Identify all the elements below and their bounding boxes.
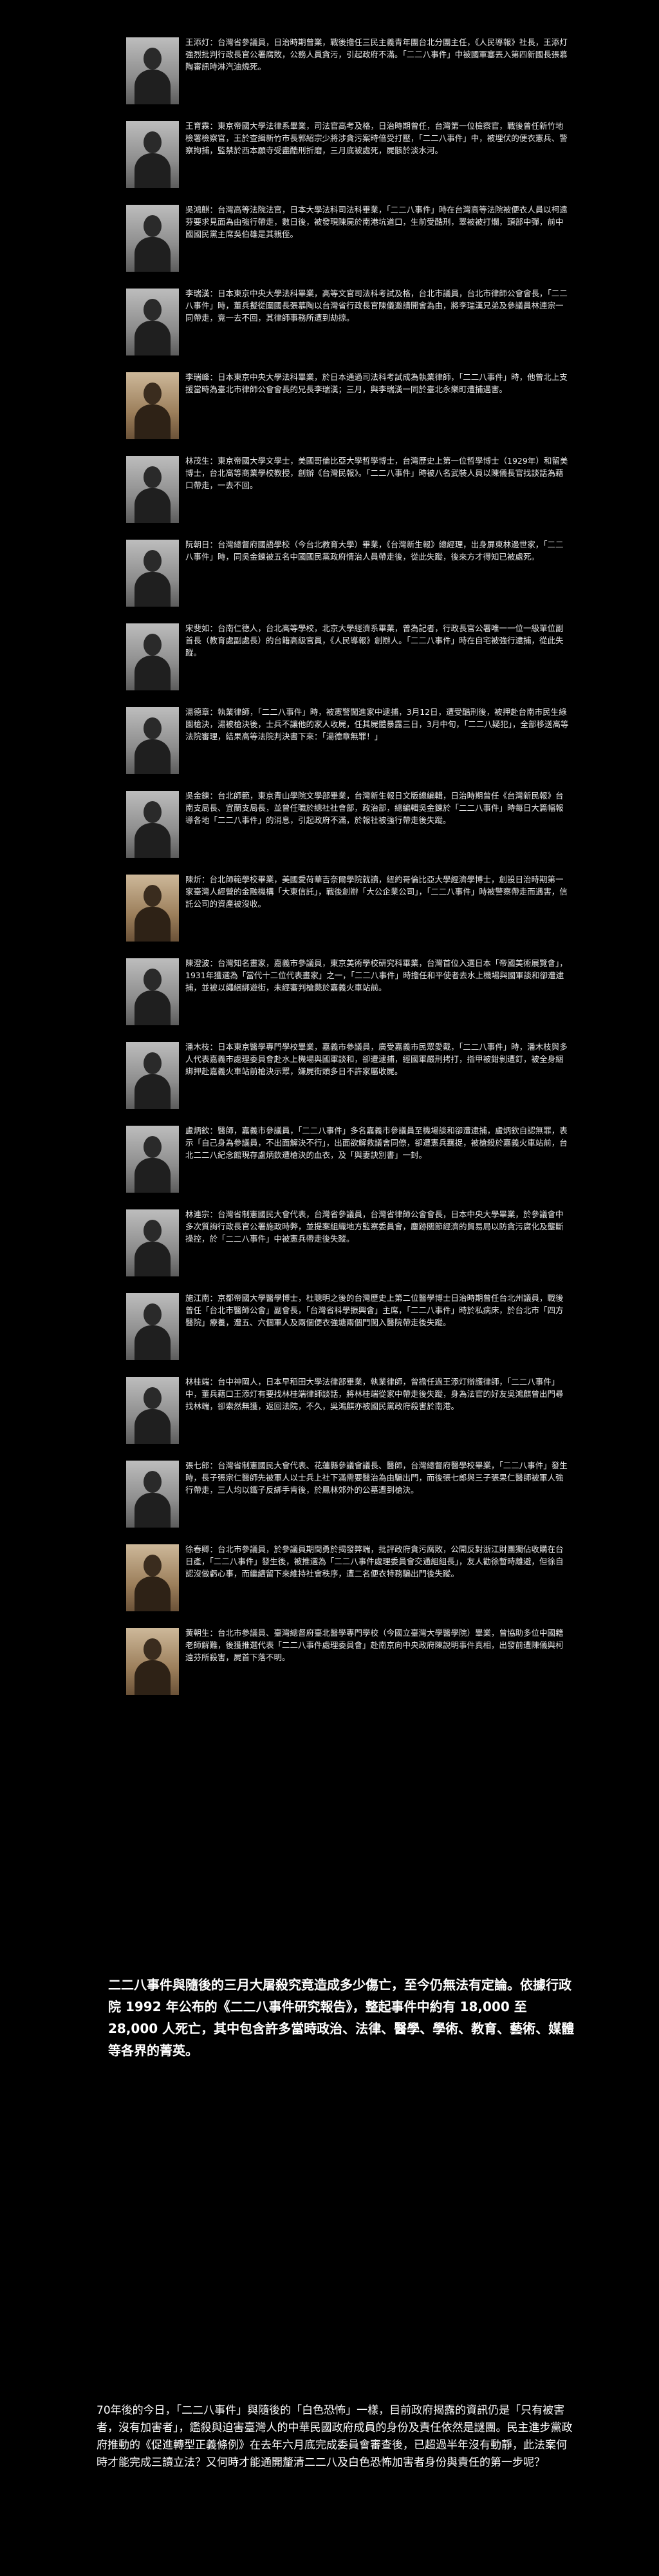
victim-entry: 徐春卿：台北市參議員，於參議員期間勇於揭發弊端，批評政府貪污腐敗，公開反對浙江財… xyxy=(126,1539,570,1623)
victim-bio: 阮朝日：台灣總督府國語學校（今台北教育大學）畢業，《台灣新生報》總經理，出身屏東… xyxy=(185,540,564,562)
victim-entry: 李瑞漢：日本東京中央大學法科畢業，高等文官司法科考試及格，台北市議員，台北市律師… xyxy=(126,283,570,367)
portrait-photo xyxy=(126,1293,179,1360)
victim-entry: 林茂生：東京帝國大學文學士，美國哥倫比亞大學哲學博士，台灣歷史上第一位哲學博士（… xyxy=(126,451,570,535)
victim-bio: 施江南：京都帝國大學醫學博士，杜聰明之後的台灣歷史上第二位醫學博士日治時期曾任台… xyxy=(185,1293,564,1327)
closing-paragraph: 70年後的今日，「二二八事件」與隨後的「白色恐怖」一樣，目前政府揭露的資訊仍是「… xyxy=(97,2404,573,2469)
portrait-photo xyxy=(126,37,179,104)
portrait-photo xyxy=(126,1126,179,1193)
victim-entry: 張七郎：台灣省制憲國民大會代表、花蓮縣參議會議長、醫師，台灣總督府醫學校畢業，「… xyxy=(126,1455,570,1539)
portrait-photo xyxy=(126,1209,179,1276)
victim-bio: 李瑞漢：日本東京中央大學法科畢業，高等文官司法科考試及格，台北市議員，台北市律師… xyxy=(185,289,568,323)
portrait-photo xyxy=(126,121,179,188)
victim-entry: 盧炳欽：醫師，嘉義市參議員，「二二八事件」多名嘉義市參議員至機場談和卻遭逮捕，盧… xyxy=(126,1121,570,1204)
portrait-photo xyxy=(126,1628,179,1695)
portrait-photo xyxy=(126,1461,179,1528)
portrait-photo xyxy=(126,791,179,858)
victim-entry: 吳鴻麒：台灣高等法院法官，日本大學法科司法科畢業，「二二八事件」時在台灣高等法院… xyxy=(126,200,570,283)
victim-entry: 阮朝日：台灣總督府國語學校（今台北教育大學）畢業，《台灣新生報》總經理，出身屏東… xyxy=(126,535,570,618)
victim-bio: 宋斐如：台南仁德人，台北高等學校，北京大學經濟系畢業，曾為記者，行政長官公署唯一… xyxy=(185,623,564,658)
portrait-photo xyxy=(126,623,179,690)
victim-bio: 盧炳欽：醫師，嘉義市參議員，「二二八事件」多名嘉義市參議員至機場談和卻遭逮捕，盧… xyxy=(185,1126,568,1160)
victim-entry: 施江南：京都帝國大學醫學博士，杜聰明之後的台灣歷史上第二位醫學博士日治時期曾任台… xyxy=(126,1288,570,1372)
victim-bio: 黃朝生：台北市參議員、臺灣總督府臺北醫學專門學校（今國立臺灣大學醫學院）畢業，曾… xyxy=(185,1628,564,1662)
victim-bio: 王育霖：東京帝國大學法律系畢業，司法官高考及格，日治時期曾任，台灣第一位檢察官，… xyxy=(185,121,568,155)
victim-entry: 林桂端：台中神岡人，日本早稻田大學法律部畢業，執業律師，曾擔任過王添灯辯護律師，… xyxy=(126,1372,570,1455)
victim-bio: 潘木枝：日本東京醫學專門學校畢業，嘉義市參議員，廣受嘉義市民眾愛戴，「二二八事件… xyxy=(185,1042,568,1076)
victim-bio: 吳鴻麒：台灣高等法院法官，日本大學法科司法科畢業，「二二八事件」時在台灣高等法院… xyxy=(185,205,568,239)
portrait-photo xyxy=(126,456,179,523)
portrait-photo xyxy=(126,707,179,774)
victim-list: 王添灯：台灣省參議員，日治時期曾業，戰後擔任三民主義青年團台北分團主任，《人民導… xyxy=(126,32,570,1707)
victim-bio: 林桂端：台中神岡人，日本早稻田大學法律部畢業，執業律師，曾擔任過王添灯辯護律師，… xyxy=(185,1377,564,1411)
portrait-photo xyxy=(126,205,179,272)
casualty-summary: 二二八事件與隨後的三月大屠殺究竟造成多少傷亡，至今仍無法有定論。依據行政院 19… xyxy=(108,1977,575,2058)
victim-entry: 陳澄波：台灣知名畫家，嘉義市參議員，東京美術學校研究科畢業，台灣首位入選日本「帝… xyxy=(126,953,570,1037)
victim-entry: 吳金鍊：台北師範，東京青山學院文學部畢業，台灣新生報日文版總編輯，日治時期曾任《… xyxy=(126,786,570,869)
victim-entry: 王育霖：東京帝國大學法律系畢業，司法官高考及格，日治時期曾任，台灣第一位檢察官，… xyxy=(126,116,570,200)
victim-entry: 林連宗：台灣省制憲國民大會代表，台灣省參議員，台灣省律師公會會長，日本中央大學畢… xyxy=(126,1204,570,1288)
victim-bio: 陳澄波：台灣知名畫家，嘉義市參議員，東京美術學校研究科畢業，台灣首位入選日本「帝… xyxy=(185,958,568,992)
victim-bio: 張七郎：台灣省制憲國民大會代表、花蓮縣參議會議長、醫師，台灣總督府醫學校畢業，「… xyxy=(185,1461,568,1495)
portrait-photo xyxy=(126,1042,179,1109)
victim-bio: 林茂生：東京帝國大學文學士，美國哥倫比亞大學哲學博士，台灣歷史上第一位哲學博士（… xyxy=(185,456,568,490)
portrait-photo xyxy=(126,875,179,942)
victim-entry: 王添灯：台灣省參議員，日治時期曾業，戰後擔任三民主義青年團台北分團主任，《人民導… xyxy=(126,32,570,116)
victim-entry: 李瑞峰：日本東京中央大學法科畢業，於日本通過司法科考試成為執業律師，「二二八事件… xyxy=(126,367,570,451)
victim-bio: 湯德章：執業律師，「二二八事件」時，被憲警闖進家中逮捕，3月12日，遭受酷刑後，… xyxy=(185,707,569,741)
victim-bio: 陳炘：台北師範學校畢業，美國愛荷華吉奈爾學院就讀，紐約哥倫比亞大學經濟學博士，創… xyxy=(185,875,568,909)
portrait-photo xyxy=(126,1544,179,1611)
victim-bio: 徐春卿：台北市參議員，於參議員期間勇於揭發弊端，批評政府貪污腐敗，公開反對浙江財… xyxy=(185,1544,564,1578)
portrait-photo xyxy=(126,372,179,439)
portrait-photo xyxy=(126,958,179,1025)
portrait-photo xyxy=(126,289,179,355)
portrait-photo xyxy=(126,540,179,607)
victim-bio: 吳金鍊：台北師範，東京青山學院文學部畢業，台灣新生報日文版總編輯，日治時期曾任《… xyxy=(185,791,564,825)
victim-entry: 陳炘：台北師範學校畢業，美國愛荷華吉奈爾學院就讀，紐約哥倫比亞大學經濟學博士，創… xyxy=(126,869,570,953)
victim-bio: 李瑞峰：日本東京中央大學法科畢業，於日本通過司法科考試成為執業律師，「二二八事件… xyxy=(185,372,568,394)
portrait-photo xyxy=(126,1377,179,1444)
victim-bio: 林連宗：台灣省制憲國民大會代表，台灣省參議員，台灣省律師公會會長，日本中央大學畢… xyxy=(185,1209,564,1244)
victim-entry: 宋斐如：台南仁德人，台北高等學校，北京大學經濟系畢業，曾為記者，行政長官公署唯一… xyxy=(126,618,570,702)
victim-bio: 王添灯：台灣省參議員，日治時期曾業，戰後擔任三民主義青年團台北分團主任，《人民導… xyxy=(185,37,568,71)
victim-entry: 湯德章：執業律師，「二二八事件」時，被憲警闖進家中逮捕，3月12日，遭受酷刑後，… xyxy=(126,702,570,786)
victim-entry: 黃朝生：台北市參議員、臺灣總督府臺北醫學專門學校（今國立臺灣大學醫學院）畢業，曾… xyxy=(126,1623,570,1707)
victim-entry: 潘木枝：日本東京醫學專門學校畢業，嘉義市參議員，廣受嘉義市民眾愛戴，「二二八事件… xyxy=(126,1037,570,1121)
